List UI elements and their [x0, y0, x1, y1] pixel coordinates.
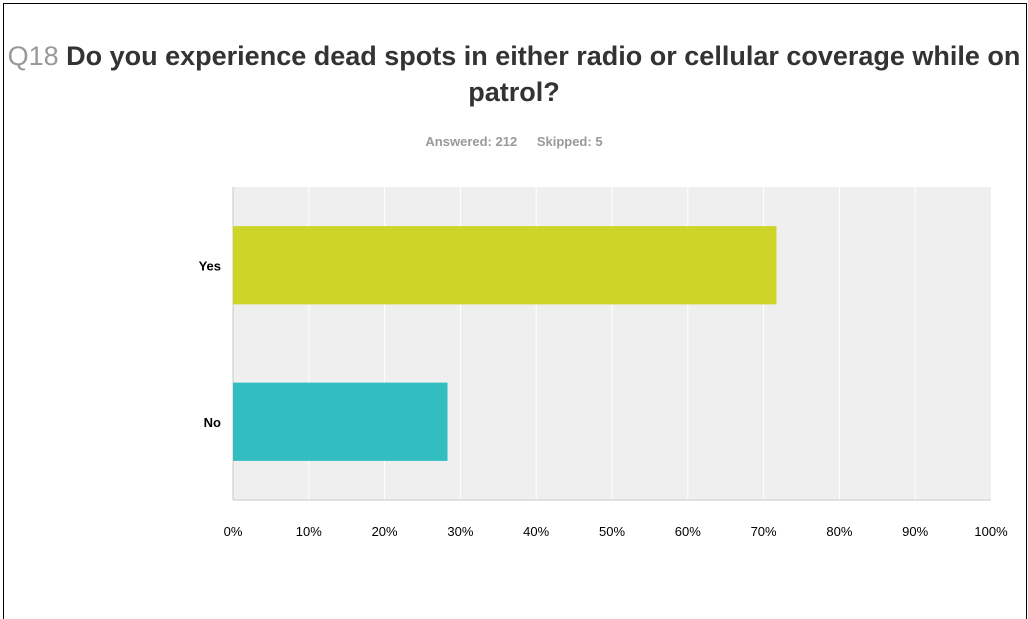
category-label: Yes	[199, 258, 221, 273]
bar-yes	[233, 226, 777, 305]
question-number: Q18	[7, 41, 59, 71]
x-tick-label: 70%	[751, 524, 777, 539]
category-label: No	[204, 415, 221, 430]
x-tick-label: 50%	[599, 524, 625, 539]
x-tick-label: 10%	[296, 524, 322, 539]
x-tick-label: 40%	[523, 524, 549, 539]
skipped-count: Skipped: 5	[536, 134, 603, 149]
x-tick-label: 90%	[902, 524, 928, 539]
x-tick-label: 0%	[224, 524, 243, 539]
chart-frame	[3, 3, 1027, 619]
x-tick-label: 30%	[447, 524, 473, 539]
x-tick-label: 80%	[826, 524, 852, 539]
bar-no	[233, 382, 448, 461]
question-text: Do you experience dead spots in either r…	[66, 41, 1021, 107]
chart-title: Q18 Do you experience dead spots in eith…	[0, 38, 1028, 110]
x-tick-label: 100%	[974, 524, 1008, 539]
response-stats: Answered: 212 Skipped: 5	[0, 134, 1028, 149]
x-tick-label: 60%	[675, 524, 701, 539]
x-tick-label: 20%	[372, 524, 398, 539]
answered-count: Answered: 212	[425, 134, 518, 149]
